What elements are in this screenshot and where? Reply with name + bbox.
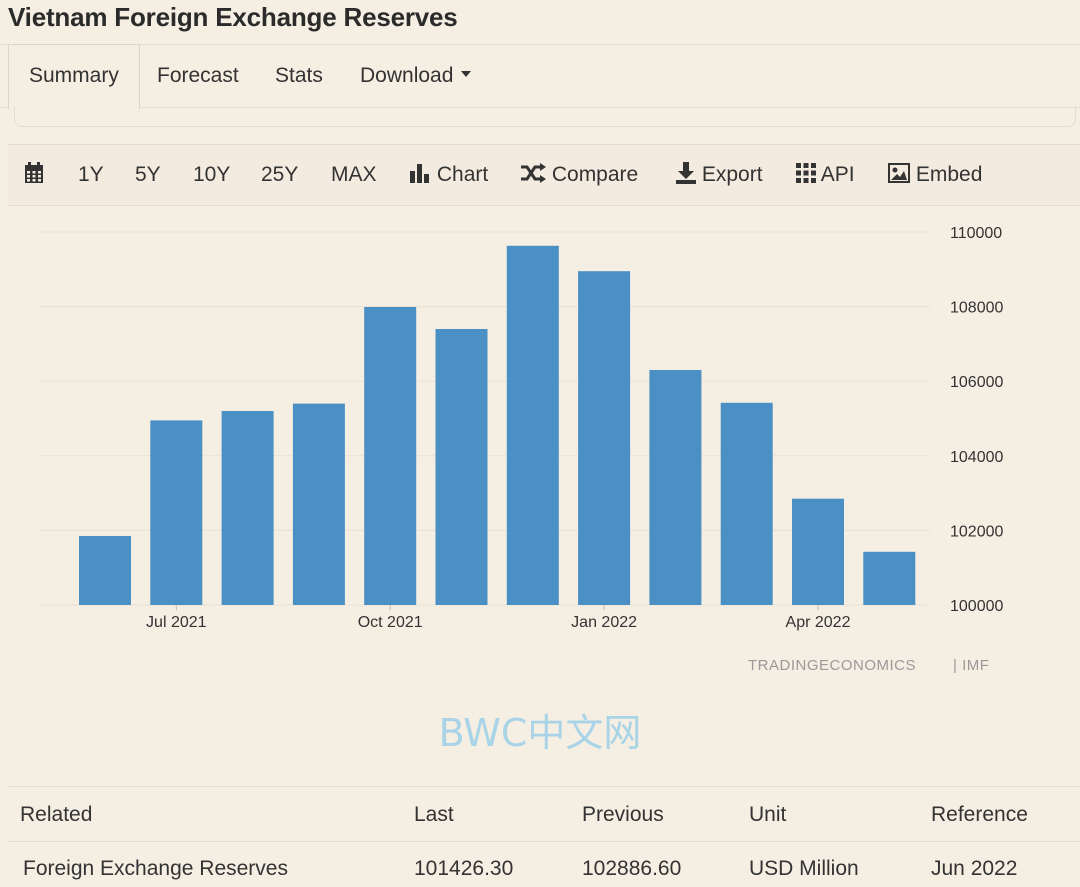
bar-apr-2022	[792, 498, 844, 605]
export-label: Export	[701, 163, 763, 186]
table-header-related: Related	[20, 803, 93, 826]
watermark: BWC中文网	[438, 711, 642, 755]
bar-sep-2021	[292, 403, 345, 605]
chart-button[interactable]: Chart	[409, 145, 488, 205]
bar-feb-2022	[649, 370, 702, 605]
tab-download[interactable]: Download	[360, 45, 472, 107]
bar-mar-2022	[720, 402, 773, 605]
compare-label: Compare	[551, 163, 639, 186]
table-header-last: Last	[414, 803, 454, 826]
table-header-reference: Reference	[931, 803, 1028, 826]
bar-oct-2021	[364, 307, 417, 605]
shuffle-icon	[521, 163, 546, 184]
bar-nov-2021	[435, 329, 488, 605]
export-button[interactable]: Export	[676, 145, 763, 205]
api-label: API	[820, 163, 855, 186]
range-5y-button[interactable]: 5Y	[135, 163, 161, 186]
chart-toolbar: 1Y 5Y 10Y 25Y MAX Chart Compare Export	[8, 144, 1080, 206]
y-tick-label: 110000	[950, 225, 1002, 242]
grid-icon	[796, 163, 816, 184]
bar-jan-2022	[578, 271, 631, 605]
tab-download-label: Download	[360, 64, 454, 87]
image-icon	[888, 163, 910, 184]
y-tick-label: 106000	[950, 374, 1003, 391]
y-tick-label: 108000	[950, 300, 1003, 317]
x-tick-label: Jan 2022	[571, 614, 637, 631]
bar-jun-2021	[79, 536, 131, 605]
bar-may-2022	[863, 551, 916, 605]
tab-summary[interactable]: Summary	[8, 44, 140, 109]
compare-button[interactable]: Compare	[520, 145, 638, 205]
x-tick-label: Jul 2021	[146, 614, 207, 631]
source-imf: | IMF	[953, 657, 990, 674]
table-divider	[8, 841, 1080, 842]
table-cell-related[interactable]: Foreign Exchange Reserves	[23, 857, 288, 880]
tab-forecast[interactable]: Forecast	[157, 64, 239, 87]
range-max-button[interactable]: MAX	[331, 163, 377, 186]
embed-button[interactable]: Embed	[888, 145, 982, 205]
tab-stats[interactable]: Stats	[275, 64, 323, 87]
y-tick-label: 104000	[950, 449, 1003, 466]
download-icon	[676, 162, 696, 185]
y-tick-label: 102000	[950, 523, 1003, 540]
bar-jul-2021	[150, 420, 203, 605]
chart-label: Chart	[436, 163, 489, 186]
range-10y-button[interactable]: 10Y	[193, 163, 231, 186]
caret-down-icon	[461, 71, 472, 78]
bar-aug-2021	[221, 411, 274, 605]
summary-panel	[14, 106, 1076, 127]
range-25y-button[interactable]: 25Y	[261, 163, 299, 186]
table-header-unit: Unit	[749, 803, 787, 826]
page-title: Vietnam Foreign Exchange Reserves	[8, 2, 458, 32]
table-header-previous: Previous	[582, 803, 664, 826]
api-button[interactable]: API	[796, 145, 855, 205]
embed-label: Embed	[915, 163, 983, 186]
table-cell-previous: 102886.60	[582, 857, 682, 880]
bar-chart: 110000 108000 106000 104000 102000 100000 Jul …	[40, 225, 1003, 631]
bar-dec-2021	[506, 245, 559, 606]
table-cell-unit: USD Million	[749, 857, 859, 880]
table-cell-last: 101426.30	[414, 857, 514, 880]
tab-bar: Summary Forecast Stats Download	[0, 44, 1080, 109]
y-tick-label: 100000	[950, 598, 1003, 615]
table-cell-reference: Jun 2022	[931, 857, 1018, 880]
x-tick-label: Oct 2021	[358, 614, 423, 631]
calendar-icon[interactable]	[24, 145, 44, 205]
x-tick-label: Apr 2022	[786, 614, 851, 631]
range-1y-button[interactable]: 1Y	[78, 163, 104, 186]
bar-chart-icon	[410, 164, 429, 184]
related-table: Related Last Previous Unit Reference For…	[8, 786, 1080, 887]
source-tradingeconomics[interactable]: TRADINGECONOMICS	[748, 657, 917, 674]
